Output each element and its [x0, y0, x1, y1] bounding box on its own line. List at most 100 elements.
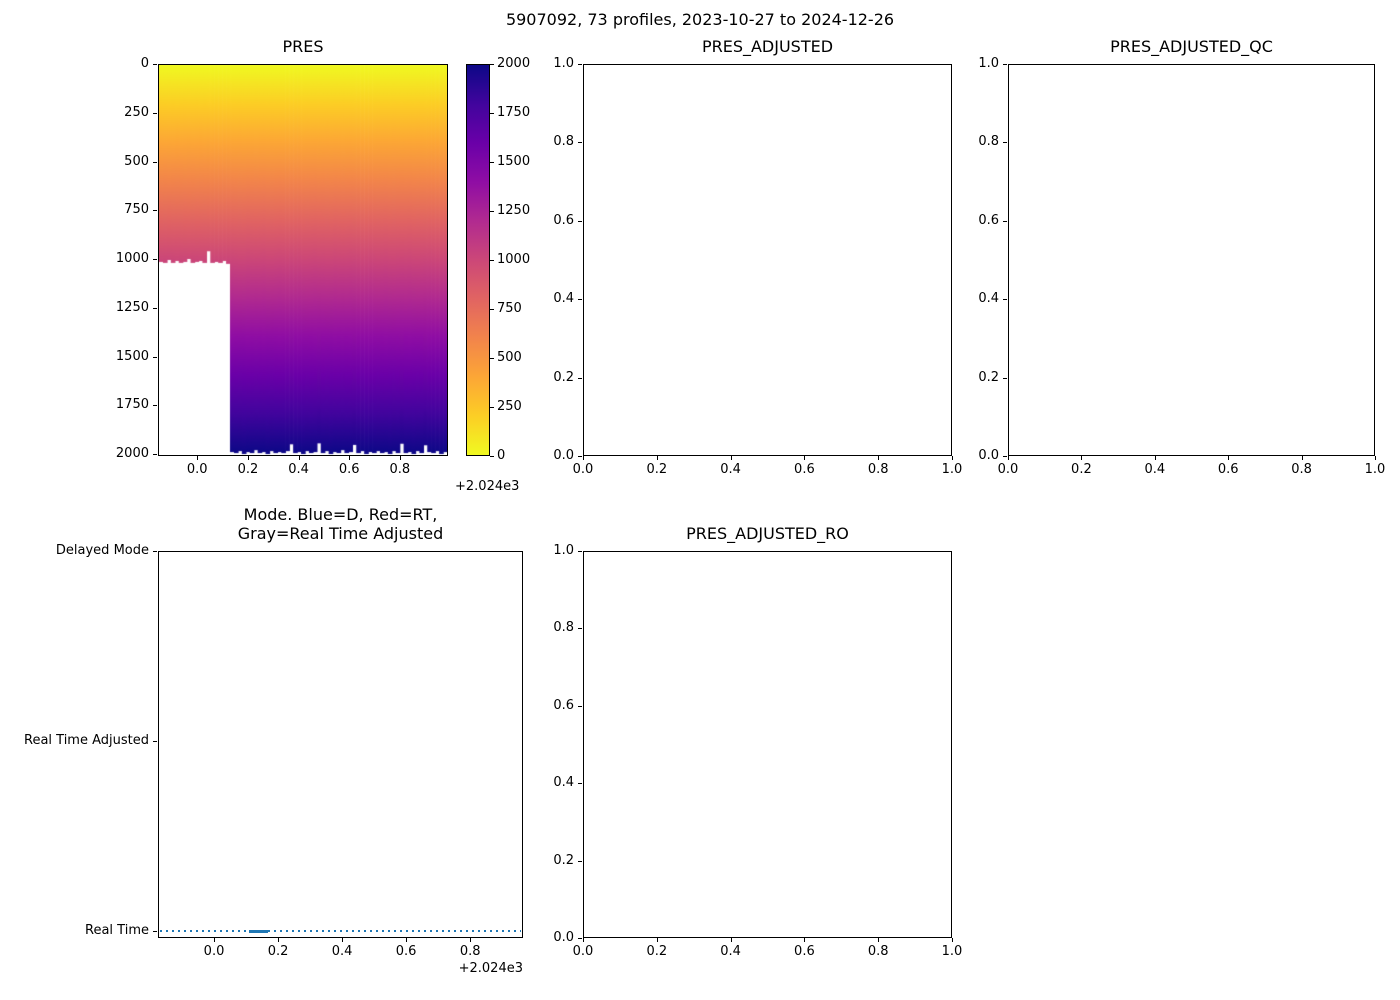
mode-xtick-label: 0.8 — [459, 944, 481, 959]
pres_adjusted_ro-xtick-label: 0.4 — [720, 944, 741, 959]
pres_adjusted-xtick-label: 0.4 — [720, 462, 741, 477]
mode-ytick — [153, 551, 157, 552]
mode-realtime-dotted-line — [159, 930, 522, 933]
pres_adjusted-axes — [583, 64, 952, 456]
colorbar-tick — [490, 113, 494, 114]
pres-xtick-label: 0.6 — [338, 462, 360, 477]
pres_adjusted-ytick — [578, 220, 582, 222]
mode-xtick-label: 0.6 — [395, 944, 417, 959]
pres-xtick-label: 0.2 — [237, 462, 259, 477]
pres_adjusted_qc-ytick-label: 0.8 — [978, 134, 999, 150]
pres_adjusted-xtick-label: 0.6 — [794, 462, 815, 477]
pres_adjusted_qc-ytick-label: 0.0 — [978, 448, 999, 463]
pres_adjusted-xtick-label: 0.2 — [646, 462, 668, 477]
pres-ytick — [153, 356, 157, 358]
colorbar-tick-label: 1500 — [497, 154, 531, 169]
pres-ytick-label: 2000 — [115, 446, 149, 462]
pres_adjusted-ytick-label: 0.4 — [553, 291, 574, 307]
pres_adjusted_qc-ytick — [1003, 64, 1007, 65]
mode-xtick — [342, 938, 344, 942]
pres-ytick-label: 750 — [124, 202, 149, 218]
pres_adjusted_ro-ytick — [578, 628, 582, 630]
pres_adjusted_qc-xtick — [1154, 456, 1156, 460]
pres_adjusted_qc-ytick — [1003, 142, 1007, 144]
pres_adjusted-ytick-label: 0.8 — [553, 134, 574, 150]
mode-title: Mode. Blue=D, Red=RT, Gray=Real Time Adj… — [237, 505, 444, 543]
pres_adjusted_ro-xtick — [730, 938, 732, 942]
pres_adjusted_qc-xtick-label: 0.2 — [1071, 462, 1092, 477]
pres_adjusted_qc-xtick-label: 0.8 — [1291, 462, 1312, 477]
mode-xtick — [278, 938, 280, 942]
colorbar-tick — [490, 162, 494, 163]
pres_adjusted_qc-ytick — [1003, 377, 1007, 379]
pres_adjusted_qc-xtick-label: 0.6 — [1217, 462, 1239, 477]
pres_adjusted-xtick-label: 0.8 — [867, 462, 889, 477]
pres_adjusted_qc-xtick-label: 0.4 — [1144, 462, 1166, 477]
pres_adjusted_ro-title: PRES_ADJUSTED_RO — [686, 524, 849, 543]
mode-axes — [158, 551, 523, 938]
pres-ytick-label: 500 — [124, 153, 149, 169]
pres_adjusted_qc-xtick — [1375, 456, 1376, 460]
colorbar-tick-label: 750 — [497, 301, 522, 316]
pres-xtick — [349, 456, 351, 460]
pres-xtick-label: 0.4 — [288, 462, 309, 477]
pres_adjusted_qc-ytick-label: 0.4 — [978, 291, 999, 307]
pres-title: PRES — [282, 37, 324, 56]
pres_adjusted_ro-xtick — [583, 938, 584, 942]
pres-ytick — [153, 64, 157, 65]
pres_adjusted-title: PRES_ADJUSTED — [701, 37, 834, 56]
pres_adjusted-ytick — [578, 142, 582, 144]
pres_adjusted-ytick — [578, 377, 582, 379]
pres-ytick — [153, 161, 157, 163]
mode-xtick — [406, 938, 408, 942]
pres_adjusted_ro-xtick — [952, 938, 953, 942]
pres_adjusted_qc-ytick — [1003, 220, 1007, 222]
pres_adjusted_ro-xtick — [656, 938, 658, 942]
pres_adjusted_qc-ytick — [1003, 456, 1007, 457]
colorbar-tick-label: 250 — [497, 399, 522, 414]
mode-ytick-label: Real Time Adjusted — [24, 733, 149, 749]
pres-ytick — [153, 112, 157, 114]
colorbar-tick-label: 1250 — [497, 203, 531, 218]
mode-ytick — [153, 931, 157, 933]
mode-ytick — [153, 741, 157, 743]
pres_adjusted_qc-xtick-label: 0.0 — [997, 462, 1019, 477]
pres_adjusted_qc-title: PRES_ADJUSTED_QC — [1110, 37, 1273, 56]
colorbar-tick-label: 1750 — [497, 105, 531, 120]
pres-xaxis-offset-text: +2.024e3 — [455, 479, 520, 494]
colorbar-tick — [490, 407, 494, 408]
pres_adjusted_qc-ytick-label: 1.0 — [978, 56, 999, 71]
pres_adjusted-xtick — [656, 456, 658, 460]
colorbar-tick-label: 0 — [497, 448, 506, 463]
pres_adjusted_qc-ytick-label: 0.2 — [978, 369, 999, 385]
pres-ytick-label: 1750 — [115, 397, 149, 413]
pres_adjusted-xtick-label: 1.0 — [941, 462, 963, 477]
pres_adjusted-ytick — [578, 299, 582, 301]
pres_adjusted_ro-xtick-label: 0.2 — [646, 944, 668, 959]
mode-ytick-label: Real Time — [85, 923, 149, 939]
pres_adjusted_ro-ytick-label: 0.0 — [553, 930, 574, 945]
pres_adjusted_ro-xtick-label: 1.0 — [941, 944, 963, 959]
pres_adjusted_ro-ytick — [578, 551, 582, 552]
pres_adjusted_ro-ytick-label: 0.8 — [553, 620, 574, 636]
pres_adjusted_ro-ytick — [578, 938, 582, 939]
colorbar-tick — [490, 64, 494, 65]
pres_adjusted-xtick — [730, 456, 732, 460]
pres_adjusted_qc-ytick-label: 0.6 — [978, 212, 999, 228]
pres-ytick — [153, 405, 157, 407]
colorbar-tick — [490, 309, 494, 310]
pres_adjusted-xtick — [583, 456, 584, 460]
pres-ytick-label: 0 — [140, 56, 149, 71]
mode-xtick-label: 0.0 — [203, 944, 225, 959]
pres_adjusted_ro-xtick-label: 0.0 — [572, 944, 594, 959]
pres-ytick-label: 250 — [124, 104, 149, 120]
pres_adjusted_ro-ytick-label: 0.2 — [553, 852, 574, 868]
pres-xtick-label: 0.8 — [389, 462, 411, 477]
pres_adjusted_qc-xtick-label: 1.0 — [1364, 462, 1386, 477]
mode-xaxis-offset-text: +2.024e3 — [458, 961, 523, 976]
figure-suptitle: 5907092, 73 profiles, 2023-10-27 to 2024… — [505, 10, 895, 29]
colorbar-tick-label: 2000 — [497, 56, 531, 71]
pres-xtick — [298, 456, 300, 460]
pres_adjusted-ytick-label: 1.0 — [553, 56, 574, 71]
